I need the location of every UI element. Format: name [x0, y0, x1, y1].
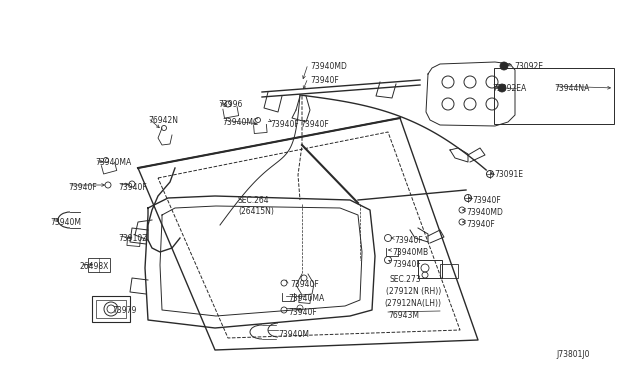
- Bar: [440, 264, 458, 278]
- Text: 73940F: 73940F: [472, 196, 500, 205]
- Bar: [88, 258, 110, 272]
- Text: 73940F: 73940F: [466, 220, 495, 229]
- Text: SEC.273: SEC.273: [390, 275, 422, 284]
- Text: 73944NA: 73944NA: [554, 84, 589, 93]
- Text: SEC.264: SEC.264: [238, 196, 269, 205]
- Text: 76943M: 76943M: [388, 311, 419, 320]
- Bar: [92, 296, 130, 322]
- Text: 73996: 73996: [218, 100, 243, 109]
- Text: 73979: 73979: [112, 306, 136, 315]
- Text: J73801J0: J73801J0: [556, 350, 589, 359]
- Text: 26498X: 26498X: [80, 262, 109, 271]
- Text: 73940F: 73940F: [68, 183, 97, 192]
- Text: 73940F: 73940F: [288, 308, 317, 317]
- Text: 73940F: 73940F: [300, 120, 329, 129]
- Text: (27912N (RH)): (27912N (RH)): [386, 287, 441, 296]
- Text: 73910Z: 73910Z: [118, 234, 147, 243]
- Text: 73940MD: 73940MD: [310, 62, 347, 71]
- Text: 73940F: 73940F: [392, 260, 420, 269]
- Bar: [418, 260, 442, 278]
- Text: (27912NA(LH)): (27912NA(LH)): [384, 299, 441, 308]
- Text: 73940F: 73940F: [394, 236, 423, 245]
- Circle shape: [498, 84, 506, 92]
- Circle shape: [500, 62, 508, 70]
- Text: 73091E: 73091E: [494, 170, 523, 179]
- Text: 73940MC: 73940MC: [222, 118, 259, 127]
- Bar: [96, 300, 126, 318]
- Text: 73940MA: 73940MA: [95, 158, 131, 167]
- Text: 73940M: 73940M: [50, 218, 81, 227]
- Text: 73940F: 73940F: [270, 120, 299, 129]
- Text: 73940F: 73940F: [310, 76, 339, 85]
- Text: 73092E: 73092E: [514, 62, 543, 71]
- Text: 73940MD: 73940MD: [466, 208, 503, 217]
- Text: 73940MA: 73940MA: [288, 294, 324, 303]
- Text: 73092EA: 73092EA: [492, 84, 526, 93]
- Text: 76942N: 76942N: [148, 116, 178, 125]
- Bar: [494, 68, 614, 124]
- Text: 73940F: 73940F: [118, 183, 147, 192]
- Text: 73940M: 73940M: [278, 330, 309, 339]
- Text: 73940F: 73940F: [290, 280, 319, 289]
- Text: 73940MB: 73940MB: [392, 248, 428, 257]
- Text: (26415N): (26415N): [238, 207, 274, 216]
